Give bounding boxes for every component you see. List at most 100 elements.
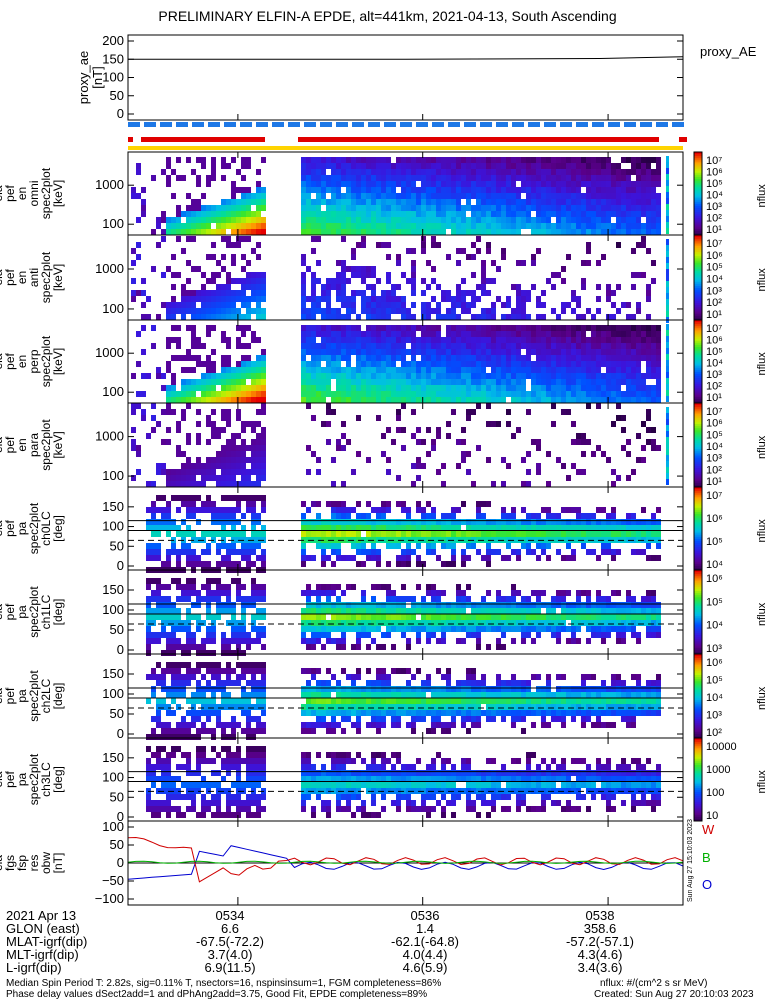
ephemeris-value: 3.7(4.0) [207, 947, 253, 962]
ytick-label: 150 [102, 666, 124, 681]
ephemeris-row-label: L-igrf(dip) [6, 960, 62, 975]
colorbar-tick: 10⁶ [706, 573, 723, 585]
energy-spectrogram-2 [127, 234, 684, 323]
colorbar-label: nflux [756, 602, 768, 626]
fgs-o-line [127, 845, 684, 880]
colorbar-tick: 10⁵ [706, 675, 723, 687]
colorbar-tick: 10⁵ [706, 262, 723, 274]
ephemeris-value: 0538 [585, 908, 615, 923]
colorbar-tick: 10⁶ [706, 513, 723, 525]
colorbar-tick: 10 [706, 810, 718, 822]
fgs-ylabel: elafgsfspresobw[nT] [0, 852, 65, 874]
ytick-label: 0 [117, 809, 124, 824]
ytick-label: 100 [102, 301, 124, 316]
proxy-ae-legend: proxy_AE [700, 44, 757, 59]
notes-line2: Phase delay values dSect2add=1 and dPhAn… [6, 989, 428, 1000]
ytick-label: 100 [102, 216, 124, 231]
colorbar-tick: 10⁵ [706, 429, 723, 441]
ytick-label: 150 [102, 499, 124, 514]
panel-ylabel: elapefenomnispec2plot[keV] [0, 167, 65, 219]
ytick-label: 100 [102, 468, 124, 483]
colorbar [693, 234, 703, 321]
colorbar-tick: 100 [706, 787, 724, 799]
ytick-label: 50 [110, 789, 124, 804]
proxy-ae-line [128, 56, 684, 60]
colorbar-tick: 10⁴ [706, 358, 723, 370]
ytick-label: −50 [102, 873, 124, 888]
colorbar [693, 569, 703, 655]
colorbar [693, 737, 703, 822]
colorbar-tick: 10¹ [706, 309, 722, 321]
panel-ylabel: elapefenantispec2plot[keV] [0, 251, 65, 303]
ytick-label: −100 [95, 891, 124, 906]
colorbar-label: nflux [756, 435, 768, 459]
panel-ylabel: elapefenparaspec2plot[keV] [0, 419, 65, 471]
colorbar-tick: 10⁷ [706, 238, 722, 250]
proxy-ae-panel: proxy_ae[nT] [76, 34, 684, 121]
ytick-label: 100 [102, 686, 124, 701]
fgs-b-line [127, 860, 684, 864]
ephemeris-value: 4.3(4.6) [577, 947, 623, 962]
colorbar-tick: 10⁴ [706, 620, 723, 632]
colorbar-label: nflux [756, 519, 768, 543]
colorbar-tick: 10² [706, 213, 722, 225]
ytick-label: 0 [117, 642, 124, 657]
colorbar-tick: 10² [706, 297, 722, 309]
ephemeris-value: -67.5(-72.2) [196, 934, 264, 949]
ephemeris-value: 0534 [215, 908, 245, 923]
colorbar-tick: 10³ [706, 369, 722, 381]
ytick-label: 50 [110, 837, 124, 852]
colorbar-tick: 10¹ [706, 224, 722, 236]
colorbar-tick: 10⁶ [706, 657, 723, 669]
panel-ylabel: elapefpaspec2plotch2LC[deg] [0, 670, 65, 722]
ytick-label: 150 [102, 582, 124, 597]
page-title: PRELIMINARY ELFIN-A EPDE, alt=441km, 202… [158, 8, 617, 24]
ytick-label: 100 [102, 70, 124, 85]
pitch-angle-spectrogram-7 [127, 653, 684, 740]
ephemeris-row-label: GLON (east) [6, 921, 80, 936]
colorbar-tick: 10⁶ [706, 335, 723, 347]
colorbar-tick: 10³ [706, 201, 722, 213]
colorbar [693, 402, 703, 488]
colorbar-tick: 10³ [706, 453, 722, 465]
energy-spectrogram-1 [127, 151, 684, 236]
colorbar-label: nflux [756, 184, 768, 208]
ytick-label: 50 [110, 88, 124, 103]
ytick-label: 100 [102, 602, 124, 617]
ephemeris-value: 4.0(4.4) [402, 947, 448, 962]
fgs-legend-w: W [702, 822, 715, 837]
colorbar [693, 319, 703, 404]
colorbar-tick: 10² [706, 727, 722, 739]
panel-ylabel: elapefpaspec2plotch0LC[deg] [0, 502, 65, 554]
ephemeris-value: -62.1(-64.8) [391, 934, 459, 949]
fgs-legend-o: O [702, 877, 712, 892]
pitch-angle-spectrogram-6 [127, 569, 684, 656]
ytick-label: 50 [110, 706, 124, 721]
colorbar-tick: 10⁷ [706, 155, 722, 167]
energy-spectrogram-4 [127, 402, 684, 488]
ephemeris-value: 6.9(11.5) [204, 960, 256, 975]
colorbar-tick: 10⁵ [706, 178, 723, 190]
ytick-label: 0 [117, 855, 124, 870]
pitch-angle-spectrogram-5 [127, 486, 684, 573]
ephemeris-value: 3.4(3.6) [577, 960, 623, 975]
ytick-label: 50 [110, 622, 124, 637]
ytick-label: 1000 [95, 261, 124, 276]
colorbar-tick: 10⁴ [706, 190, 723, 202]
created-note: Created: Sun Aug 27 20:10:03 2023 [594, 989, 754, 1000]
fgs-w-line [127, 836, 684, 883]
ephemeris-value: -57.2(-57.1) [566, 934, 634, 949]
colorbar-label: nflux [756, 268, 768, 292]
colorbar-tick: 10³ [706, 710, 722, 722]
proxy-ae-ylabel: proxy_ae[nT] [76, 51, 105, 104]
energy-spectrogram-3 [127, 319, 684, 404]
ytick-label: 150 [102, 51, 124, 66]
colorbar-tick: 10⁴ [706, 692, 723, 704]
colorbar-tick: 10² [706, 464, 722, 476]
notes-line1: Median Spin Period T: 2.82s, sig=0.11% T… [6, 978, 442, 989]
colorbar-label: nflux [756, 686, 768, 710]
ephemeris-value: 1.4 [415, 921, 435, 936]
colorbar-tick: 10⁶ [706, 418, 723, 430]
ephemeris-row-label: 2021 Apr 13 [6, 908, 77, 923]
